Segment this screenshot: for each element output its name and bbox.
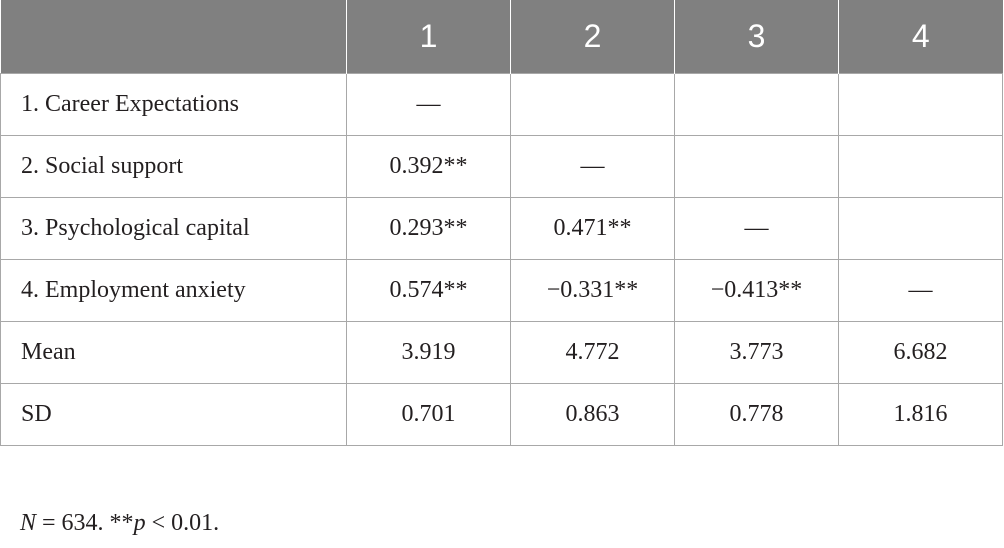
table-cell: 3.919 [346,321,511,384]
table-cell: — [674,197,839,260]
table-footnote: N = 634. **p < 0.01. [20,508,219,538]
table-row: 2. Social support 0.392** — [0,135,1003,198]
header-cell-1: 1 [346,0,511,74]
row-label: Mean [0,321,347,384]
table-cell: −0.413** [674,259,839,322]
table-row: 3. Psychological capital 0.293** 0.471**… [0,197,1003,260]
table-cell: 0.392** [346,135,511,198]
correlation-table: 1 2 3 4 1. Career Expectations — 2. Soci… [0,0,1003,446]
table-row: 1. Career Expectations — [0,73,1003,136]
table-cell: 1.816 [838,383,1003,446]
row-label: 3. Psychological capital [0,197,347,260]
table-cell [838,197,1003,260]
table-cell [838,73,1003,136]
table-cell: 6.682 [838,321,1003,384]
row-label: 2. Social support [0,135,347,198]
table-cell: 0.701 [346,383,511,446]
sample-size-symbol: N [20,510,37,536]
header-cell-4: 4 [838,0,1003,74]
table-row: 4. Employment anxiety 0.574** −0.331** −… [0,259,1003,322]
p-value-symbol: p [133,510,146,536]
header-row: 1 2 3 4 [0,0,1003,74]
table-cell: 0.574** [346,259,511,322]
table-cell: 0.778 [674,383,839,446]
table-cell: 4.772 [510,321,675,384]
row-label: SD [0,383,347,446]
row-label: 4. Employment anxiety [0,259,347,322]
table-cell [674,73,839,136]
header-cell-2: 2 [510,0,675,74]
header-cell-3: 3 [674,0,839,74]
table-cell: 0.293** [346,197,511,260]
table-cell: — [838,259,1003,322]
table-cell: 0.863 [510,383,675,446]
table-cell: 3.773 [674,321,839,384]
row-label: 1. Career Expectations [0,73,347,136]
header-cell-blank [0,0,347,74]
table-cell [838,135,1003,198]
table-cell: −0.331** [510,259,675,322]
table-cell [674,135,839,198]
sample-size-text: = 634. ** [36,510,134,536]
table-cell: — [346,73,511,136]
table-cell: 0.471** [510,197,675,260]
significance-text: < 0.01. [145,510,220,536]
table-row: Mean 3.919 4.772 3.773 6.682 [0,321,1003,384]
table-row: SD 0.701 0.863 0.778 1.816 [0,383,1003,446]
table-cell [510,73,675,136]
table-cell: — [510,135,675,198]
